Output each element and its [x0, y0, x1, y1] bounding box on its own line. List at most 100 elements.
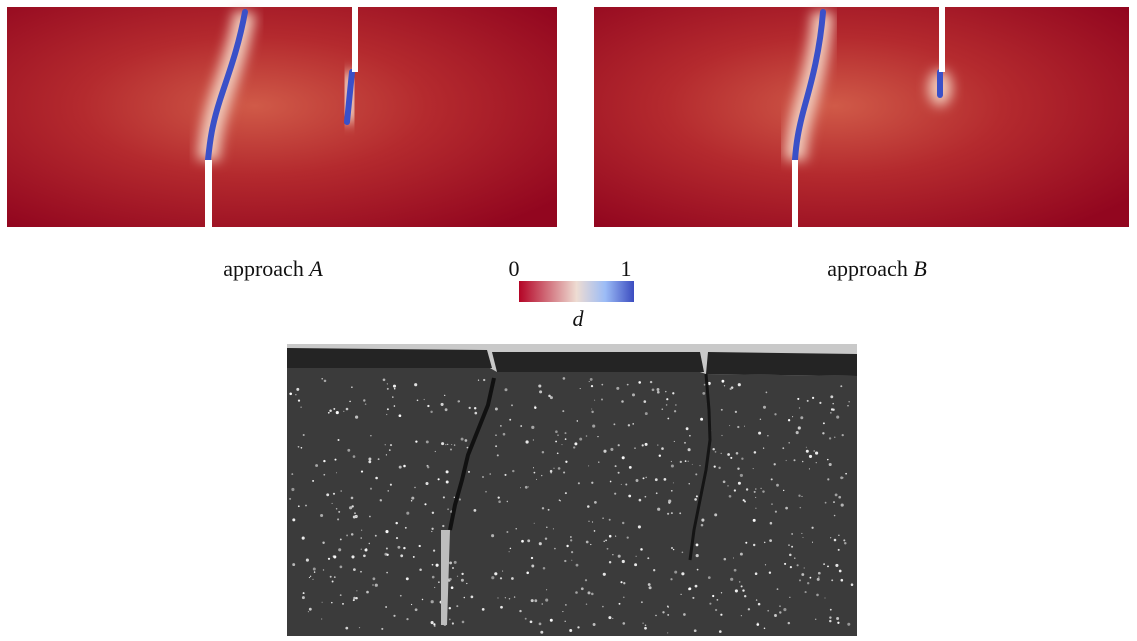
grain — [609, 561, 611, 563]
grain — [841, 504, 844, 507]
grain — [825, 502, 827, 504]
grain — [555, 441, 557, 443]
grain — [623, 596, 625, 598]
grain — [292, 563, 295, 566]
grain — [353, 599, 355, 601]
grain — [495, 408, 498, 411]
grain — [801, 496, 802, 497]
grain — [553, 468, 554, 469]
grain — [446, 470, 449, 473]
grain — [415, 608, 418, 611]
grain — [447, 444, 448, 445]
grain — [447, 508, 449, 510]
grain — [474, 412, 477, 415]
grain — [709, 603, 711, 605]
grain — [336, 472, 337, 473]
grain — [594, 501, 597, 504]
grain — [509, 551, 510, 552]
grain — [834, 539, 837, 542]
grain — [632, 423, 634, 425]
grain — [657, 508, 660, 511]
grain — [667, 606, 669, 608]
grain — [298, 505, 300, 507]
grain — [718, 467, 720, 469]
grain — [591, 408, 592, 409]
grain — [639, 499, 642, 502]
grain — [387, 388, 389, 390]
grain — [422, 599, 423, 600]
grain — [738, 383, 741, 386]
grain — [845, 473, 847, 475]
grain — [497, 454, 499, 456]
grain — [723, 480, 726, 483]
grain — [829, 616, 831, 618]
grain — [809, 468, 810, 469]
grain — [441, 403, 444, 406]
grain — [832, 403, 834, 405]
grain — [417, 399, 419, 401]
grain — [609, 519, 611, 521]
grain — [478, 380, 479, 381]
grain — [819, 402, 821, 404]
grain — [548, 395, 551, 398]
grain — [840, 385, 842, 387]
grain — [807, 582, 809, 584]
notch — [205, 160, 212, 229]
grain — [838, 496, 841, 499]
grain — [315, 464, 318, 467]
grain — [704, 384, 706, 386]
grain — [730, 388, 732, 390]
grain — [534, 523, 535, 524]
grain — [458, 400, 460, 402]
grain — [763, 406, 766, 409]
grain — [622, 522, 624, 524]
grain — [744, 595, 746, 597]
grain — [296, 388, 299, 391]
grain — [758, 603, 761, 606]
grain — [744, 426, 745, 427]
panel-caption: approach B — [827, 256, 927, 281]
grain — [682, 552, 684, 554]
panel-caption: approach A — [223, 256, 323, 281]
grain — [291, 488, 294, 491]
grain — [784, 563, 786, 565]
grain — [340, 490, 342, 492]
grain — [836, 416, 839, 419]
grain — [520, 425, 522, 427]
grain — [586, 603, 587, 604]
grain — [727, 453, 730, 456]
grain — [756, 623, 759, 626]
grain — [569, 629, 572, 632]
grain — [764, 542, 766, 544]
grain — [627, 384, 629, 386]
grain — [756, 599, 757, 600]
grain — [399, 466, 402, 469]
grain — [822, 432, 824, 434]
grain — [539, 623, 542, 626]
colorbar-max: 1 — [621, 256, 632, 281]
grain — [340, 538, 342, 540]
grain — [598, 462, 599, 463]
grain — [531, 599, 534, 602]
grain — [565, 438, 567, 440]
grain — [744, 501, 746, 503]
grain — [510, 548, 512, 550]
grain — [645, 477, 647, 479]
grain — [495, 434, 497, 436]
grain — [386, 454, 387, 455]
grain — [801, 573, 804, 576]
grain — [667, 513, 669, 515]
grain — [504, 474, 506, 476]
grain — [830, 537, 831, 538]
grain — [636, 479, 639, 482]
grain — [574, 442, 577, 445]
grain — [602, 606, 604, 608]
grain — [419, 545, 421, 547]
grain — [742, 589, 744, 591]
grain — [815, 619, 816, 620]
grain — [386, 414, 387, 415]
grain — [715, 451, 717, 453]
grain — [303, 434, 305, 436]
grain — [343, 411, 344, 412]
grain — [581, 587, 584, 590]
